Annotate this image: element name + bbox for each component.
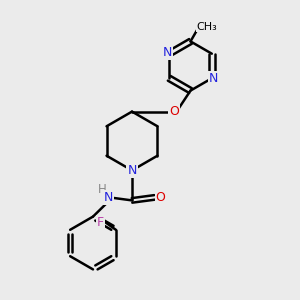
Text: N: N [127, 164, 137, 177]
Text: F: F [97, 216, 104, 229]
Text: N: N [103, 191, 113, 204]
Text: O: O [169, 105, 179, 118]
Text: O: O [156, 191, 165, 204]
Text: CH₃: CH₃ [197, 22, 218, 32]
Text: N: N [209, 72, 219, 86]
Text: N: N [163, 46, 172, 59]
Text: H: H [98, 183, 106, 196]
